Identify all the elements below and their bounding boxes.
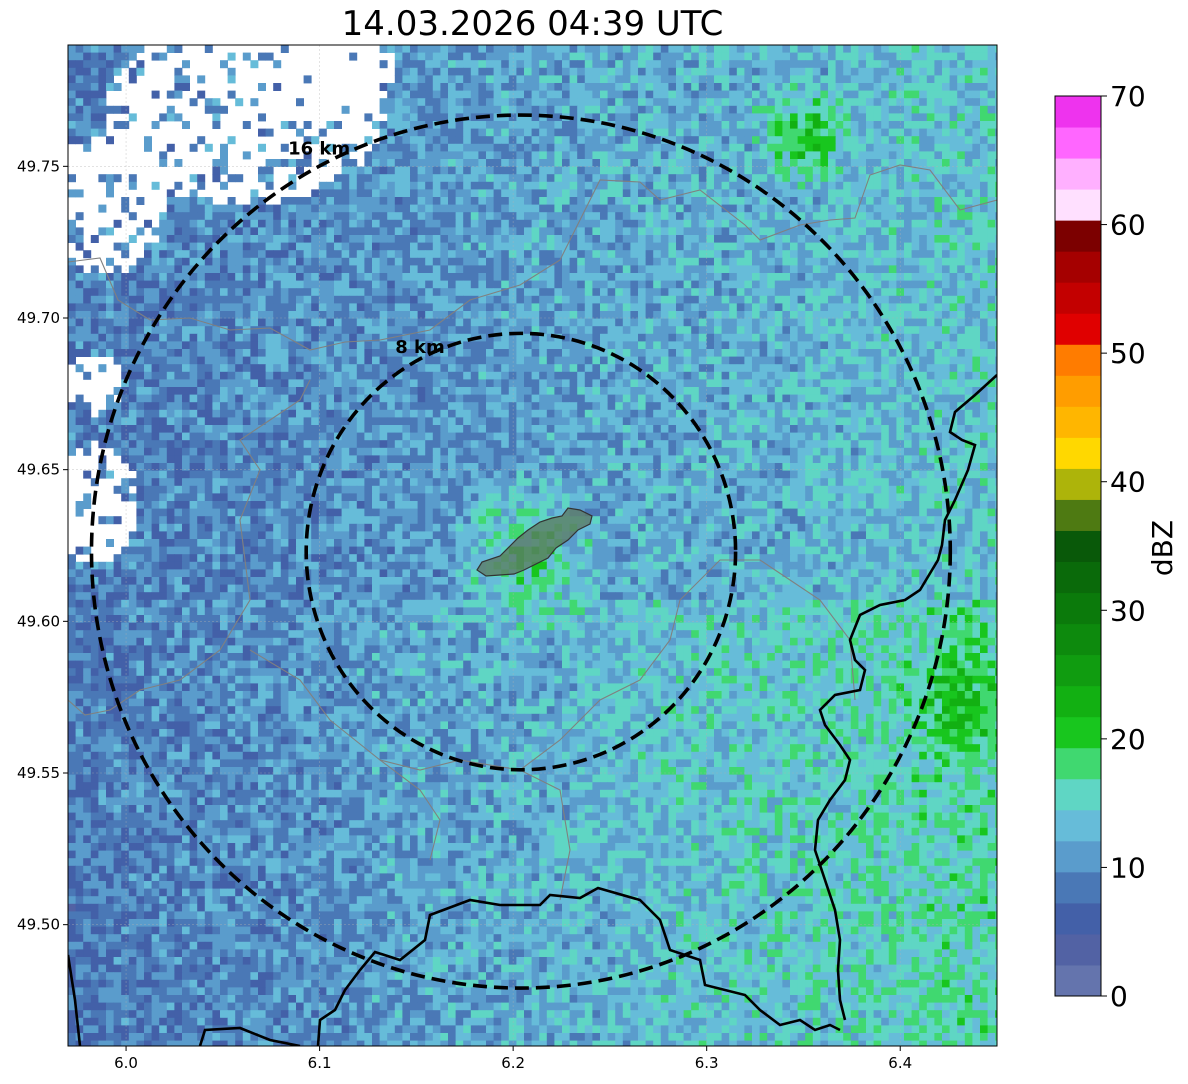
x-tick-label: 6.2 <box>501 1054 525 1072</box>
municipal-border <box>68 164 997 351</box>
x-tick-label: 6.0 <box>114 1054 138 1072</box>
colorbar-bin <box>1055 375 1101 407</box>
colorbar-bin <box>1055 220 1101 252</box>
colorbar-bin <box>1055 592 1101 625</box>
colorbar-bin <box>1055 313 1101 345</box>
colorbar-bin <box>1055 406 1101 438</box>
range-ring <box>89 113 953 990</box>
y-tick-label: 49.70 <box>17 309 60 327</box>
colorbar-label: dBZ <box>1146 520 1179 576</box>
colorbar-tick-label: 40 <box>1110 466 1146 499</box>
x-tick-label: 6.3 <box>695 1054 719 1072</box>
colorbar-bin <box>1055 251 1101 283</box>
municipal-border <box>379 759 441 861</box>
colorbar-bin <box>1055 561 1101 594</box>
colorbar-bin <box>1055 499 1101 531</box>
national-border-south <box>316 886 841 1046</box>
x-tick-label: 6.1 <box>308 1054 332 1072</box>
x-axis-ticks: 6.0 6.1 6.2 6.3 6.4 <box>114 1046 912 1072</box>
colorbar-bin <box>1055 778 1101 811</box>
colorbar: 0 10 20 30 40 50 60 70 dBZ <box>1054 80 1179 1013</box>
colorbar-bin <box>1055 468 1101 500</box>
x-tick-label: 6.4 <box>888 1054 912 1072</box>
y-axis-ticks: 49.50 49.55 49.60 49.65 49.70 49.75 <box>17 157 68 934</box>
colorbar-bin <box>1055 437 1101 469</box>
colorbar-tick-label: 30 <box>1110 594 1146 627</box>
radar-map-area: 8 km 16 km <box>68 45 997 1046</box>
map-title: 14.03.2026 04:39 UTC <box>341 4 724 44</box>
colorbar-tick-label: 10 <box>1110 851 1146 884</box>
colorbar-tick-label: 70 <box>1110 80 1146 113</box>
colorbar-bin <box>1055 96 1101 128</box>
city-outline <box>476 507 593 577</box>
municipal-border <box>249 649 571 901</box>
y-tick-label: 49.65 <box>17 461 60 479</box>
colorbar-bin <box>1055 902 1101 935</box>
range-rings: 8 km 16 km <box>89 113 953 990</box>
colorbar-tick-label: 50 <box>1110 337 1146 370</box>
colorbar-bin <box>1055 344 1101 376</box>
colorbar-bin <box>1055 189 1101 221</box>
colorbar-bin <box>1055 840 1101 873</box>
reflectivity-field <box>68 45 997 1046</box>
y-tick-label: 49.50 <box>17 916 60 934</box>
national-border-south <box>68 954 82 1046</box>
colorbar-bin <box>1055 809 1101 842</box>
y-tick-label: 49.60 <box>17 612 60 630</box>
colorbar-bin <box>1055 127 1101 159</box>
colorbar-bin <box>1055 158 1101 190</box>
colorbar-bin <box>1055 871 1101 904</box>
range-ring <box>304 331 738 772</box>
colorbar-bin <box>1055 685 1101 718</box>
colorbar-tick-label: 20 <box>1110 723 1146 756</box>
colorbar-frame <box>1054 95 1102 997</box>
colorbar-bin <box>1055 716 1101 749</box>
colorbar-bin <box>1055 623 1101 656</box>
range-ring-label: 16 km <box>288 138 350 159</box>
colorbar-bin <box>1055 747 1101 780</box>
colorbar-bin <box>1055 530 1101 563</box>
municipal-border <box>68 379 311 716</box>
map-frame <box>67 44 998 1047</box>
y-tick-label: 49.75 <box>17 157 60 175</box>
colorbar-bin <box>1055 654 1101 687</box>
y-tick-label: 49.55 <box>17 764 60 782</box>
range-ring-label: 8 km <box>395 337 445 358</box>
colorbar-bin <box>1055 964 1101 997</box>
colorbar-bin <box>1055 933 1101 966</box>
colorbar-bin <box>1055 282 1101 314</box>
colorbar-tick-label: 60 <box>1110 209 1146 242</box>
national-border-south <box>198 1026 301 1046</box>
colorbar-tick-label: 0 <box>1110 980 1128 1013</box>
municipal-border <box>519 559 856 771</box>
